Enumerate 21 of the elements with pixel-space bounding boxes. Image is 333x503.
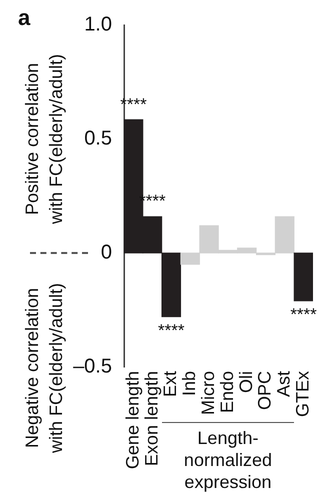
bar <box>294 252 313 302</box>
y-tick-label: 0 <box>100 242 112 264</box>
y-axis-title: Positive correlation with FC(elderly/adult) <box>22 54 66 226</box>
x-tick-label: Micro <box>198 371 218 415</box>
x-tick-label: Endo <box>216 371 237 414</box>
y-tick-label: –0.5 <box>73 356 112 378</box>
annotation: **** <box>290 305 318 324</box>
x-tick-label: Exon length <box>141 371 162 466</box>
text: Length-normalized expression <box>184 428 272 492</box>
text: Negative correlation with FC(elderly/adult) <box>22 282 66 454</box>
x-tick-label: OPC <box>254 371 275 410</box>
x-tick-label: Inb <box>179 371 200 396</box>
x-tick-label: Oli <box>236 371 256 393</box>
x-tick-label: Ast <box>274 371 294 398</box>
text: a <box>18 5 31 30</box>
x-tick-label: GTEx <box>292 371 313 418</box>
y-tick-label: 0.5 <box>84 128 112 150</box>
x-tick-label: Gene length <box>122 371 142 470</box>
x-tick-label: Ext <box>160 371 180 398</box>
annotation: **** <box>158 321 185 340</box>
y-tick-label: 1.0 <box>84 14 112 36</box>
